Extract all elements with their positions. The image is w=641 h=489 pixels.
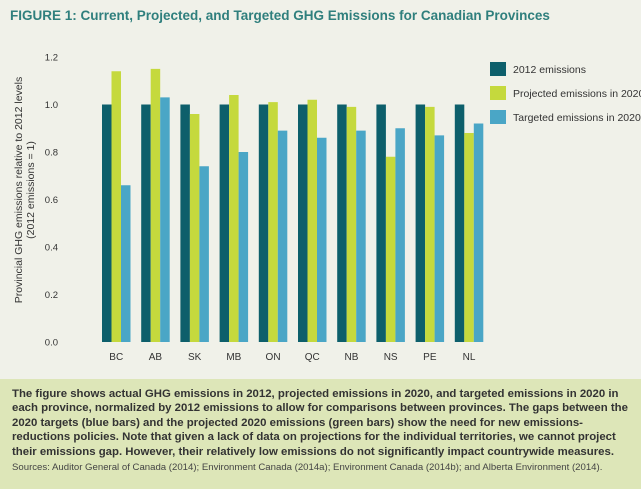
x-tick-label: QC xyxy=(305,352,320,363)
caption-text: The figure shows actual GHG emissions in… xyxy=(12,388,628,458)
bar-mb-series-3 xyxy=(238,152,249,342)
y-tick-label: 0.4 xyxy=(45,243,58,254)
y-axis-label-line1: Provincial GHG emissions relative to 201… xyxy=(13,77,25,303)
x-tick-label: SK xyxy=(188,352,202,363)
bar-ab-series-1 xyxy=(141,104,151,342)
bar-pe-series-1 xyxy=(415,104,426,342)
caption-sources: Sources: Auditor General of Canada (2014… xyxy=(12,462,603,474)
bar-on-series-2 xyxy=(268,102,278,342)
y-tick-label: 0.8 xyxy=(45,148,58,159)
bar-nb-series-3 xyxy=(356,130,366,342)
x-tick-label: PE xyxy=(423,352,437,363)
x-tick-label: AB xyxy=(149,352,163,363)
legend-label: 2012 emissions xyxy=(513,64,586,76)
bar-ab-series-3 xyxy=(160,97,170,342)
bar-mb-series-1 xyxy=(219,104,230,342)
y-tick-label: 0.0 xyxy=(45,338,58,349)
legend-label: Targeted emissions in 2020 xyxy=(513,112,641,124)
x-tick-label: ON xyxy=(266,352,281,363)
y-axis-label-line2: (2012 emissions = 1) xyxy=(25,141,37,239)
legend-label: Projected emissions in 2020 xyxy=(513,88,641,100)
bar-ns-series-1 xyxy=(376,104,386,342)
bar-nl-series-2 xyxy=(464,133,474,342)
bar-qc-series-1 xyxy=(298,104,308,342)
bars xyxy=(102,68,484,342)
bar-sk-series-1 xyxy=(180,104,190,342)
y-axis-label: Provincial GHG emissions relative to 201… xyxy=(13,77,37,303)
bar-mb-series-2 xyxy=(229,95,239,342)
bar-sk-series-3 xyxy=(199,166,209,342)
bar-bc-series-2 xyxy=(111,71,121,342)
x-tick-label: NL xyxy=(463,352,476,363)
bar-bc-series-1 xyxy=(102,104,112,342)
bar-nb-series-1 xyxy=(337,104,347,342)
bar-on-series-1 xyxy=(258,104,269,342)
y-tick-label: 0.2 xyxy=(45,290,58,301)
y-tick-label: 0.6 xyxy=(45,195,58,206)
bar-nb-series-2 xyxy=(346,106,357,342)
bar-bc-series-3 xyxy=(121,185,131,342)
y-axis-ticks: 0.0 0.2 0.4 0.6 0.8 1.0 1.2 xyxy=(45,53,58,349)
legend-swatch xyxy=(490,62,506,76)
figure-title: FIGURE 1: Current, Projected, and Target… xyxy=(10,8,550,23)
bar-pe-series-3 xyxy=(434,135,445,342)
bar-qc-series-2 xyxy=(307,99,317,342)
caption-box: The figure shows actual GHG emissions in… xyxy=(0,379,641,489)
x-tick-label: BC xyxy=(109,352,123,363)
legend-swatch xyxy=(490,86,506,100)
y-tick-label: 1.2 xyxy=(45,53,58,64)
bar-pe-series-2 xyxy=(425,106,435,342)
bar-nl-series-3 xyxy=(473,123,484,342)
x-tick-label: NB xyxy=(344,352,358,363)
legend: 2012 emissions Projected emissions in 202… xyxy=(490,62,641,124)
bar-chart: Provincial GHG emissions relative to 201… xyxy=(13,53,641,364)
bar-ns-series-2 xyxy=(385,156,396,342)
x-tick-label: NS xyxy=(384,352,398,363)
legend-swatch xyxy=(490,110,506,124)
bar-sk-series-2 xyxy=(189,114,200,342)
x-axis-ticks: BC AB SK MB ON QC NB NS PE NL xyxy=(109,352,476,363)
bar-on-series-3 xyxy=(277,130,288,342)
bar-ab-series-2 xyxy=(150,68,161,342)
y-tick-label: 1.0 xyxy=(45,100,58,111)
bar-ns-series-3 xyxy=(395,128,405,342)
bar-qc-series-3 xyxy=(317,137,327,342)
bar-nl-series-1 xyxy=(454,104,465,342)
x-tick-label: MB xyxy=(226,352,241,363)
